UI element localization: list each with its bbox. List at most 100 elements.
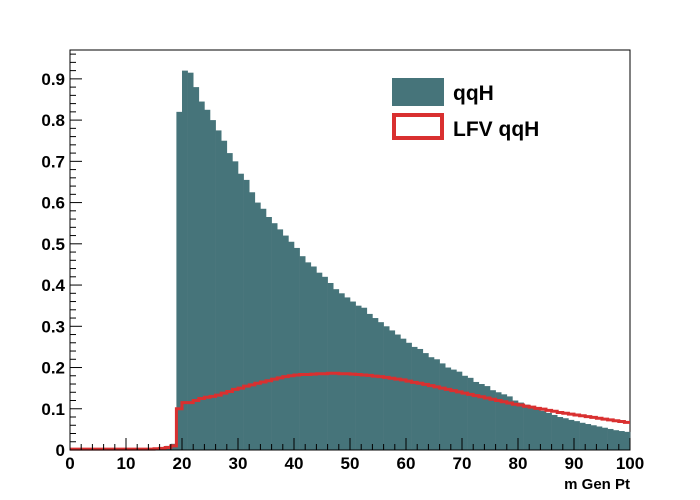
qqH-bar bbox=[478, 384, 485, 450]
x-tick-label: 70 bbox=[453, 454, 472, 473]
qqH-bar bbox=[176, 111, 183, 451]
qqH-bar bbox=[305, 262, 312, 450]
qqH-bar bbox=[574, 421, 580, 450]
qqH-bar bbox=[322, 276, 328, 450]
qqH-bar bbox=[585, 424, 592, 450]
qqH-bar bbox=[210, 120, 216, 451]
x-tick-label: 0 bbox=[65, 454, 74, 473]
y-tick-label: 0.6 bbox=[41, 194, 65, 213]
qqH-bar bbox=[406, 342, 412, 450]
qqH-bar bbox=[462, 375, 468, 450]
qqH-bar bbox=[602, 427, 608, 450]
y-tick-label: 0.1 bbox=[41, 400, 65, 419]
legend-label-qqH: qqH bbox=[453, 82, 494, 105]
legend-swatch-lfv-qqH bbox=[392, 113, 444, 140]
qqH-bar bbox=[596, 426, 603, 450]
x-axis-label: m Gen Pt bbox=[564, 476, 630, 493]
qqH-bar bbox=[529, 406, 536, 450]
lfv-qqH-step-line bbox=[70, 371, 630, 451]
x-tick-label: 80 bbox=[509, 454, 528, 473]
qqH-bar bbox=[568, 419, 575, 450]
qqH-bar bbox=[254, 202, 261, 450]
qqH-bar bbox=[333, 289, 340, 450]
x-tick-label: 10 bbox=[117, 454, 136, 473]
qqH-bar bbox=[534, 408, 541, 450]
qqH-bar bbox=[490, 390, 496, 450]
qqH-bar bbox=[204, 109, 211, 450]
y-tick-label: 0.7 bbox=[41, 152, 65, 171]
x-tick-label: 60 bbox=[397, 454, 416, 473]
qqH-bar bbox=[450, 369, 457, 450]
x-tick-label: 40 bbox=[285, 454, 304, 473]
qqH-bar bbox=[523, 404, 530, 450]
qqH-bar bbox=[394, 334, 401, 450]
y-tick-label: 0.3 bbox=[41, 317, 65, 336]
qqH-bar bbox=[294, 247, 300, 450]
qqH-bar bbox=[260, 208, 267, 450]
qqH-bars bbox=[70, 70, 631, 451]
qqH-bar bbox=[288, 241, 295, 450]
qqH-bar bbox=[512, 400, 519, 450]
qqH-bar bbox=[501, 394, 508, 450]
qqH-bar bbox=[383, 326, 390, 450]
legend: qqH LFV qqH bbox=[392, 78, 539, 141]
y-tick-label: 0 bbox=[56, 441, 65, 460]
qqH-bar bbox=[456, 371, 463, 450]
qqH-bar bbox=[316, 272, 323, 450]
qqH-bar bbox=[361, 307, 368, 450]
qqH-bar bbox=[624, 431, 631, 450]
qqH-bar bbox=[618, 431, 625, 450]
qqH-bar bbox=[277, 229, 284, 450]
qqH-bar bbox=[434, 359, 440, 450]
axes: 0 10 20 30 40 50 60 70 80 90 100 0 0.1 0.2 0.3 0.4 0.5 0.… bbox=[41, 50, 644, 473]
qqH-bar bbox=[299, 256, 306, 450]
qqH-bar bbox=[193, 87, 200, 450]
qqH-bar bbox=[187, 72, 194, 450]
qqH-bar bbox=[518, 402, 524, 450]
qqH-bar bbox=[484, 386, 491, 450]
qqH-bar bbox=[238, 173, 244, 450]
qqH-bar bbox=[506, 396, 513, 450]
qqH-bar bbox=[411, 346, 418, 450]
qqH-bar bbox=[355, 305, 362, 450]
qqH-bar bbox=[445, 367, 452, 450]
qqH-bar bbox=[215, 130, 222, 451]
qqH-bar bbox=[590, 425, 597, 450]
qqH-bar bbox=[266, 217, 272, 450]
qqH-bar bbox=[226, 153, 233, 451]
qqH-bar bbox=[372, 318, 379, 450]
qqH-bar bbox=[495, 392, 502, 450]
x-tick-label: 90 bbox=[565, 454, 584, 473]
x-tick-label: 30 bbox=[229, 454, 248, 473]
qqH-bar bbox=[327, 282, 334, 450]
qqH-bar bbox=[282, 235, 289, 450]
qqH-bar bbox=[428, 357, 435, 450]
qqH-bar bbox=[249, 192, 256, 450]
qqH-bar bbox=[613, 430, 620, 450]
qqH-bar bbox=[378, 322, 384, 450]
qqH-bar bbox=[540, 410, 547, 450]
qqH-bar bbox=[473, 381, 480, 450]
qqH-bar bbox=[350, 301, 356, 450]
qqH-bar bbox=[232, 161, 239, 450]
legend-swatch-qqH bbox=[392, 78, 444, 106]
qqH-bar bbox=[310, 266, 317, 450]
y-tick-label: 0.2 bbox=[41, 359, 65, 378]
qqH-bar bbox=[400, 338, 407, 450]
qqH-bar bbox=[271, 223, 278, 450]
qqH-bar bbox=[551, 414, 558, 450]
qqH-bar bbox=[243, 179, 250, 450]
x-tick-label: 20 bbox=[173, 454, 192, 473]
qqH-bar bbox=[467, 377, 474, 450]
qqH-bar bbox=[417, 348, 424, 450]
y-tick-label: 0.8 bbox=[41, 111, 65, 130]
qqH-bar bbox=[439, 363, 446, 450]
x-tick-label: 100 bbox=[616, 454, 644, 473]
qqH-bar bbox=[338, 293, 345, 450]
qqH-bar bbox=[389, 330, 396, 450]
qqH-bar bbox=[546, 412, 552, 450]
qqH-bar bbox=[557, 417, 564, 450]
y-tick-label: 0.9 bbox=[41, 70, 65, 89]
qqH-bar bbox=[579, 422, 586, 450]
